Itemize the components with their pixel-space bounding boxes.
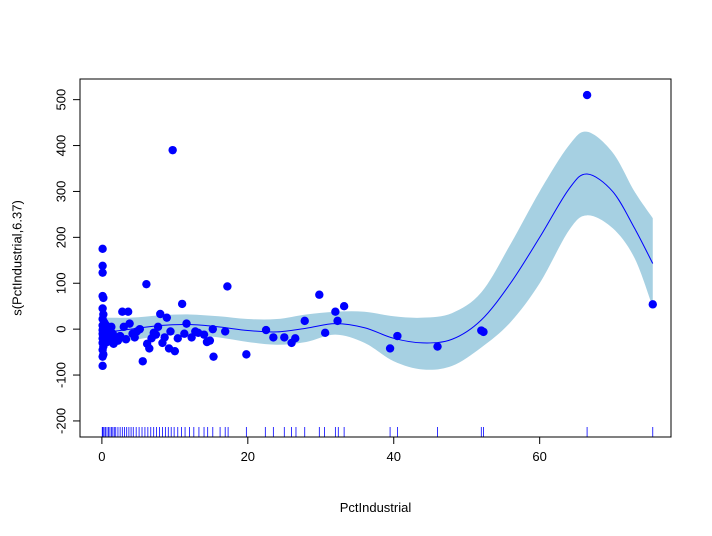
data-point xyxy=(98,244,107,254)
x-tick-label: 20 xyxy=(241,449,255,464)
y-tick-label: 500 xyxy=(53,89,68,111)
fit-line-layer xyxy=(101,173,654,344)
data-point xyxy=(123,307,133,316)
data-point xyxy=(98,361,107,371)
y-tick-label: 200 xyxy=(53,226,68,248)
data-point xyxy=(269,333,278,342)
data-point xyxy=(99,293,108,303)
data-point xyxy=(209,352,218,361)
data-point xyxy=(168,145,177,155)
data-point xyxy=(582,90,592,100)
data-point xyxy=(135,324,145,334)
data-point xyxy=(160,333,169,342)
data-point xyxy=(166,327,175,336)
data-point xyxy=(385,344,395,353)
data-point xyxy=(242,350,251,359)
data-point xyxy=(199,330,209,339)
fit-line xyxy=(101,173,654,344)
data-point xyxy=(107,322,116,332)
confidence-band-layer xyxy=(101,131,653,370)
data-point xyxy=(291,334,300,343)
data-point xyxy=(333,316,342,326)
data-point xyxy=(125,319,134,328)
y-tick-label: 400 xyxy=(53,135,68,157)
data-point xyxy=(315,290,324,299)
data-point xyxy=(98,268,107,277)
rug-layer xyxy=(101,427,654,437)
data-point xyxy=(170,346,180,356)
data-point xyxy=(182,319,191,328)
data-point xyxy=(142,279,151,289)
data-point xyxy=(173,334,182,343)
data-point xyxy=(121,335,131,344)
data-point xyxy=(145,344,154,353)
data-point xyxy=(151,330,161,339)
data-point xyxy=(280,333,289,342)
x-axis-title: PctIndustrial xyxy=(340,500,412,515)
data-point xyxy=(220,327,230,336)
data-point xyxy=(180,329,189,338)
data-point xyxy=(393,331,402,341)
y-tick-label: 100 xyxy=(53,272,68,294)
data-point xyxy=(162,313,172,322)
data-point xyxy=(98,261,107,271)
data-point xyxy=(331,307,340,316)
data-point xyxy=(648,300,657,309)
data-point xyxy=(138,357,147,366)
data-point xyxy=(156,309,165,319)
y-tick-label: 0 xyxy=(53,326,68,333)
x-axis: 0 20 40 60 xyxy=(98,436,547,464)
data-point xyxy=(98,352,107,361)
confidence-band xyxy=(101,131,653,370)
data-point xyxy=(153,322,163,332)
data-point xyxy=(339,301,349,311)
y-tick-label: -200 xyxy=(53,408,68,434)
x-tick-label: 40 xyxy=(387,449,401,464)
data-point xyxy=(261,325,271,335)
y-axis: -200 -100 0 100 200 300 400 500 xyxy=(53,89,81,434)
y-tick-label: -100 xyxy=(53,362,68,388)
data-point xyxy=(300,316,309,326)
data-point xyxy=(177,299,187,309)
data-points-layer xyxy=(98,90,657,371)
data-point xyxy=(205,336,215,345)
data-point xyxy=(208,324,217,334)
x-tick-label: 60 xyxy=(532,449,546,464)
data-point xyxy=(118,307,127,316)
data-point xyxy=(320,328,330,338)
data-point xyxy=(433,342,442,351)
y-tick-label: 300 xyxy=(53,181,68,203)
data-point xyxy=(479,327,488,337)
data-point xyxy=(223,282,232,291)
x-tick-label: 0 xyxy=(98,449,105,464)
y-axis-title: s(PctIndustrial,6.37) xyxy=(9,200,24,316)
